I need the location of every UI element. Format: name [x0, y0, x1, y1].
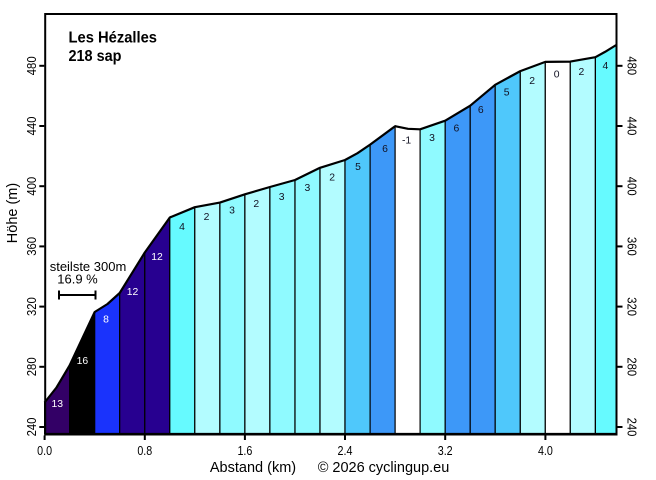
svg-text:2: 2 — [204, 212, 210, 223]
svg-text:440: 440 — [24, 117, 39, 136]
svg-text:2.4: 2.4 — [338, 443, 353, 458]
svg-text:360: 360 — [625, 237, 640, 256]
svg-text:400: 400 — [24, 177, 39, 196]
svg-text:Höhe (m): Höhe (m) — [5, 183, 21, 243]
svg-text:Abstand (km): Abstand (km) — [210, 460, 296, 476]
svg-text:-1: -1 — [402, 135, 411, 146]
svg-text:steilste 300m: steilste 300m — [50, 259, 127, 274]
svg-text:1.6: 1.6 — [237, 443, 252, 458]
svg-text:3: 3 — [429, 133, 435, 144]
svg-text:480: 480 — [24, 56, 39, 75]
svg-text:480: 480 — [625, 56, 640, 75]
svg-text:4: 4 — [603, 61, 609, 72]
svg-text:0.8: 0.8 — [137, 443, 152, 458]
svg-text:16.9 %: 16.9 % — [57, 272, 98, 287]
svg-text:2: 2 — [329, 172, 335, 183]
svg-text:6: 6 — [382, 144, 388, 155]
svg-text:440: 440 — [625, 117, 640, 136]
svg-text:3: 3 — [229, 205, 235, 216]
svg-text:2: 2 — [253, 199, 259, 210]
svg-text:13: 13 — [52, 399, 64, 410]
svg-text:240: 240 — [24, 418, 39, 437]
svg-text:360: 360 — [24, 237, 39, 256]
svg-text:320: 320 — [24, 297, 39, 316]
svg-text:8: 8 — [103, 315, 109, 326]
svg-text:16: 16 — [77, 356, 89, 367]
svg-text:4: 4 — [179, 222, 185, 233]
svg-text:280: 280 — [625, 357, 640, 376]
svg-text:© 2026 cyclingup.eu: © 2026 cyclingup.eu — [318, 460, 450, 476]
svg-text:2: 2 — [529, 76, 535, 87]
svg-text:3: 3 — [279, 192, 285, 203]
svg-text:0.0: 0.0 — [37, 443, 52, 458]
svg-text:218 sap: 218 sap — [69, 48, 122, 65]
svg-text:3.2: 3.2 — [438, 443, 453, 458]
svg-text:3: 3 — [305, 183, 311, 194]
svg-text:280: 280 — [24, 357, 39, 376]
svg-text:6: 6 — [478, 105, 484, 116]
svg-text:0: 0 — [554, 69, 560, 80]
svg-text:Les Hézalles: Les Hézalles — [69, 30, 158, 47]
svg-text:12: 12 — [151, 252, 163, 263]
svg-text:2: 2 — [579, 67, 585, 78]
svg-text:320: 320 — [625, 297, 640, 316]
svg-text:5: 5 — [504, 87, 510, 98]
svg-text:400: 400 — [625, 177, 640, 196]
svg-text:4.0: 4.0 — [538, 443, 553, 458]
svg-text:240: 240 — [625, 418, 640, 437]
svg-text:12: 12 — [127, 287, 139, 298]
svg-text:6: 6 — [454, 123, 460, 134]
svg-text:5: 5 — [355, 162, 361, 173]
